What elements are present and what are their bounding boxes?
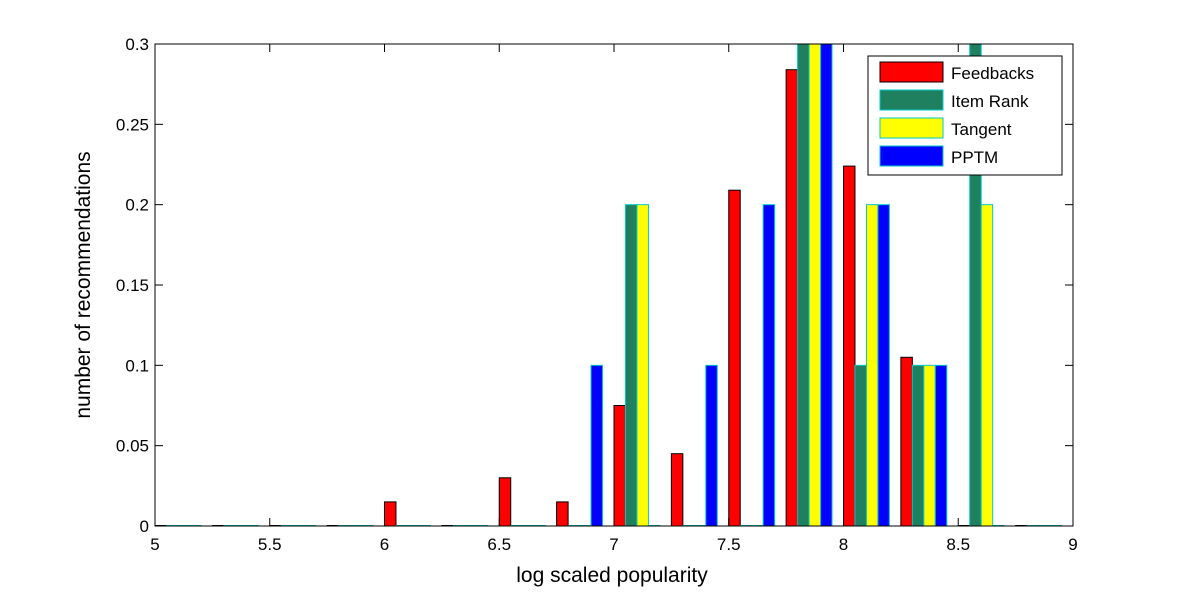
bar-feedbacks	[670, 453, 684, 527]
bar-pptm	[762, 204, 776, 527]
y-tick-label: 0.15	[116, 276, 149, 295]
legend-swatch-pptm	[879, 145, 944, 167]
bar-pptm	[590, 364, 604, 527]
bar-item-rank	[911, 364, 925, 527]
legend-swatch-item-rank	[879, 89, 944, 111]
legend: Feedbacks Item Rank Tangent PPTM	[867, 55, 1063, 176]
bar-tangent	[865, 204, 879, 527]
bar-item-rank	[624, 204, 638, 527]
y-tick-label: 0	[140, 517, 149, 536]
y-tick-label: 0.3	[125, 35, 149, 54]
x-tick-label: 6	[380, 535, 389, 554]
bar-feedbacks	[728, 189, 741, 527]
x-tick-label: 8	[839, 535, 848, 554]
bar-feedbacks	[556, 501, 569, 527]
legend-label-pptm: PPTM	[951, 148, 998, 167]
legend-label-feedbacks: Feedbacks	[951, 64, 1034, 83]
y-tick-label: 0.25	[116, 115, 149, 134]
bar-feedbacks	[785, 69, 799, 527]
bar-pptm	[820, 43, 833, 527]
x-tick-label: 6.5	[487, 535, 511, 554]
y-tick-label: 0.2	[125, 196, 149, 215]
x-tick-label: 5.5	[258, 535, 282, 554]
y-axis-title: number of recommendations	[72, 151, 95, 418]
x-tick-label: 7	[609, 535, 618, 554]
bar-pptm	[705, 364, 718, 527]
bar-tangent	[808, 43, 822, 527]
bar-feedbacks	[384, 501, 397, 527]
x-tick-label: 5	[150, 535, 159, 554]
bar-feedbacks	[498, 477, 512, 527]
y-tick-label: 0.1	[125, 356, 149, 375]
x-tick-label: 7.5	[717, 535, 741, 554]
legend-swatch-tangent	[879, 117, 944, 139]
legend-label-tangent: Tangent	[951, 120, 1012, 139]
bar-feedbacks	[843, 165, 856, 527]
y-tick-label: 0.05	[116, 437, 149, 456]
x-tick-label: 9	[1068, 535, 1077, 554]
bar-item-rank	[854, 364, 867, 527]
bar-feedbacks	[613, 405, 626, 527]
bars-layer	[154, 43, 1063, 527]
bar-tangent	[923, 364, 936, 527]
x-tick-label: 8.5	[946, 535, 970, 554]
ticks-layer: 5 5.5 6 6.5 7 7.5 8 8.5 9 0 0.05 0.1 0.15 0.2 0.25 0.3	[116, 35, 1078, 554]
x-axis-title: log scaled popularity	[516, 564, 708, 587]
legend-label-item-rank: Item Rank	[951, 92, 1029, 111]
bar-tangent	[636, 204, 649, 527]
legend-swatch-feedbacks	[879, 61, 944, 83]
bar-feedbacks	[900, 356, 913, 527]
bar-tangent	[980, 204, 994, 527]
bar-pptm	[877, 204, 890, 527]
bar-pptm	[934, 364, 948, 527]
bar-item-rank	[797, 43, 810, 527]
